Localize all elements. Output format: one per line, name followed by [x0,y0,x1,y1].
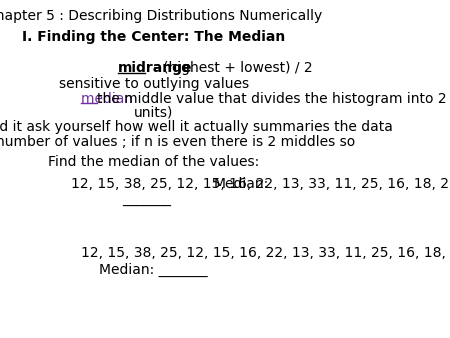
Text: the middle value that divides the histogram into 2 equal areas (include: the middle value that divides the histog… [97,92,450,105]
Text: Median: _______: Median: _______ [99,263,208,276]
Text: median: median [81,92,138,105]
Text: Find the median of the values:: Find the median of the values: [48,155,259,169]
Text: 12, 15, 38, 25, 12, 15, 16, 22, 13, 33, 11, 25, 16, 18, 23, 18, 19, 13, 14, 16: 12, 15, 38, 25, 12, 15, 16, 22, 13, 33, … [81,246,450,261]
Text: I. Finding the Center: The Median: I. Finding the Center: The Median [22,30,285,44]
Text: sensitive to outlying values: sensitive to outlying values [58,76,249,91]
Text: units): units) [134,106,173,120]
Text: Chapter 5 : Describing Distributions Numerically: Chapter 5 : Describing Distributions Num… [0,9,322,23]
Text: If odd number of values ; if n is even there is 2 middles so: If odd number of values ; if n is even t… [0,135,355,148]
Text: _______: _______ [122,193,171,207]
Text: - (highest + lowest) / 2: - (highest + lowest) / 2 [145,62,313,75]
Text: Median:: Median: [214,177,269,191]
Text: After you find it ask yourself how well it actually summaries the data: After you find it ask yourself how well … [0,120,393,134]
Text: midrange: midrange [118,62,193,75]
Text: 12, 15, 38, 25, 12, 15, 16, 22, 13, 33, 11, 25, 16, 18, 23, 18, 19, 13, 14: 12, 15, 38, 25, 12, 15, 16, 22, 13, 33, … [71,177,450,191]
